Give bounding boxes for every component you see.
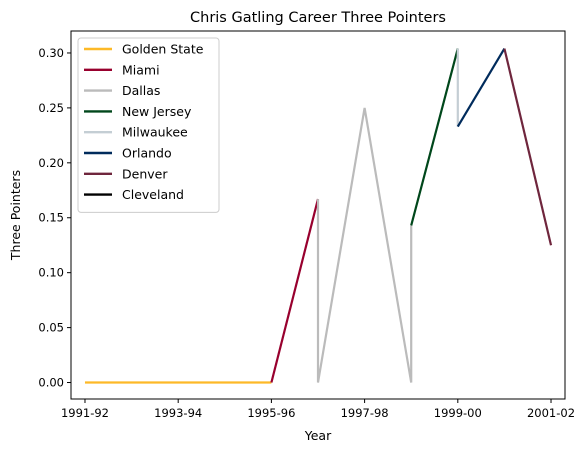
chart-title: Chris Gatling Career Three Pointers [190, 10, 446, 26]
legend-label-orlando: Orlando [122, 146, 172, 161]
y-axis-label: Three Pointers [8, 170, 23, 261]
legend: Golden State Miami Dallas New Jersey Milwauk… [77, 37, 220, 213]
legend-label-dallas: Dallas [122, 83, 160, 98]
series-lines [84, 48, 553, 384]
legend-label-milwaukee: Milwaukee [122, 125, 188, 140]
legend-label-denver: Denver [122, 166, 168, 181]
series-line-miami [270, 198, 320, 383]
x-tick-label: 1999-00 [434, 406, 482, 420]
y-tick-label: 0.30 [38, 46, 64, 60]
y-tick-label: 0.10 [38, 266, 64, 280]
y-tick-label: 0.15 [38, 211, 64, 225]
legend-label-golden-state: Golden State [122, 42, 204, 57]
legend-box [77, 37, 220, 213]
x-tick-label: 1993-94 [154, 406, 202, 420]
x-axis-label: Year [304, 428, 332, 443]
x-tick-label: 1995-96 [247, 406, 295, 420]
legend-label-miami: Miami [122, 62, 160, 77]
y-tick-label: 0.25 [38, 101, 64, 115]
y-tick-label: 0.05 [38, 321, 64, 335]
y-tick-label: 0.20 [38, 156, 64, 170]
x-axis: 1991-92 1993-94 1995-96 1997-98 1999-00 2001-… [61, 399, 575, 420]
y-axis: 0.00 0.05 0.10 0.15 0.20 0.25 0.30 [38, 46, 71, 390]
x-tick-label: 2001-02 [527, 406, 575, 420]
series-line-denver [503, 48, 553, 246]
series-line-new-jersey [410, 48, 459, 226]
y-tick-label: 0.00 [38, 376, 64, 390]
legend-label-cleveland: Cleveland [122, 187, 184, 202]
legend-label-new-jersey: New Jersey [122, 104, 192, 119]
plot-frame [70, 30, 566, 400]
x-tick-label: 1991-92 [61, 406, 109, 420]
series-line-dallas [316, 107, 413, 383]
series-line-orlando [456, 48, 506, 128]
x-tick-label: 1997-98 [341, 406, 389, 420]
